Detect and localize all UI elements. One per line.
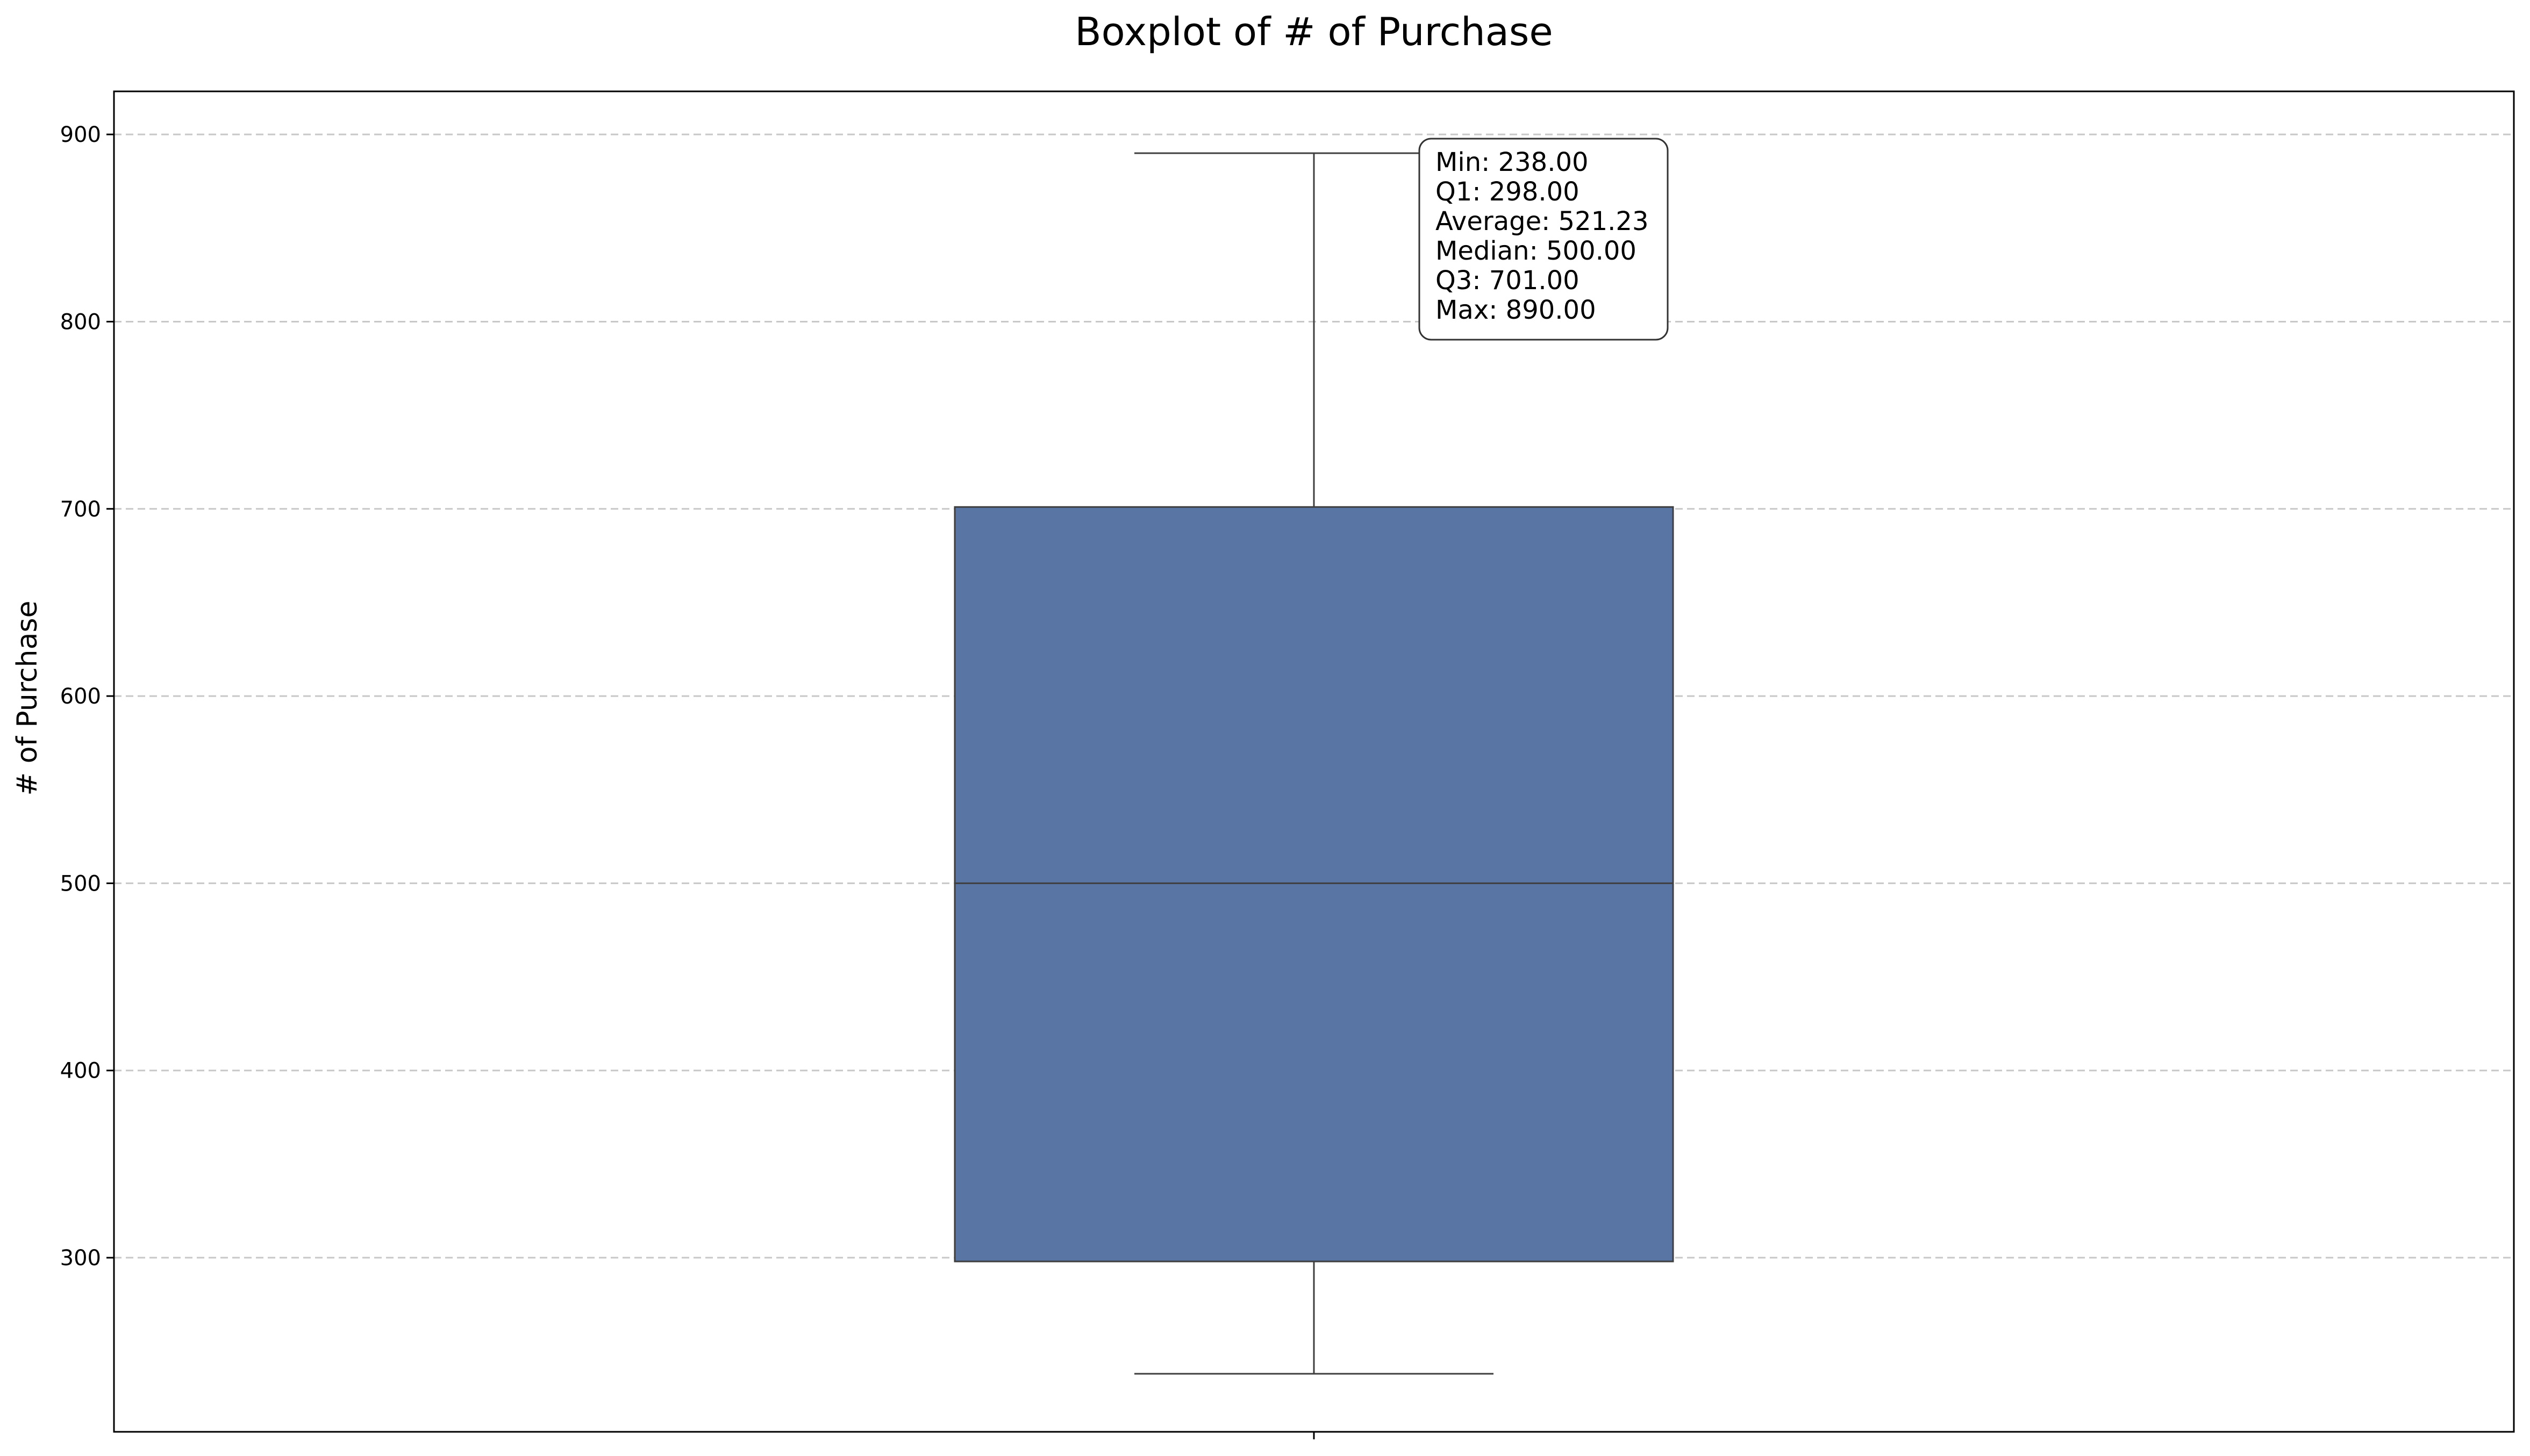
stats-line-2: Average: 521.23 bbox=[1435, 206, 1649, 236]
stats-box bbox=[1418, 138, 1669, 341]
y-tick-label-400: 400 bbox=[60, 1059, 101, 1084]
chart-title: Boxplot of # of Purchase bbox=[1075, 9, 1553, 54]
stats-line-1: Q1: 298.00 bbox=[1435, 177, 1580, 207]
y-tick-label-700: 700 bbox=[60, 497, 101, 522]
y-tick-label-600: 600 bbox=[60, 684, 101, 709]
stats-line-3: Median: 500.00 bbox=[1435, 236, 1636, 266]
y-axis-label: # of Purchase bbox=[11, 601, 44, 796]
y-tick-label-500: 500 bbox=[60, 871, 101, 896]
y-tick-label-900: 900 bbox=[60, 123, 101, 147]
stats-line-4: Q3: 701.00 bbox=[1435, 266, 1580, 296]
iqr-box bbox=[954, 506, 1674, 1263]
axes-layer bbox=[113, 90, 2515, 1439]
y-tick-label-300: 300 bbox=[60, 1246, 101, 1271]
y-ticks: 300 400 500 600 700 800 900 bbox=[60, 123, 114, 1271]
stats-line-0: Min: 238.00 bbox=[1435, 147, 1589, 177]
y-tick-label-800: 800 bbox=[60, 310, 101, 334]
box-layer bbox=[954, 152, 1674, 1375]
stats-line-5: Max: 890.00 bbox=[1435, 295, 1596, 325]
